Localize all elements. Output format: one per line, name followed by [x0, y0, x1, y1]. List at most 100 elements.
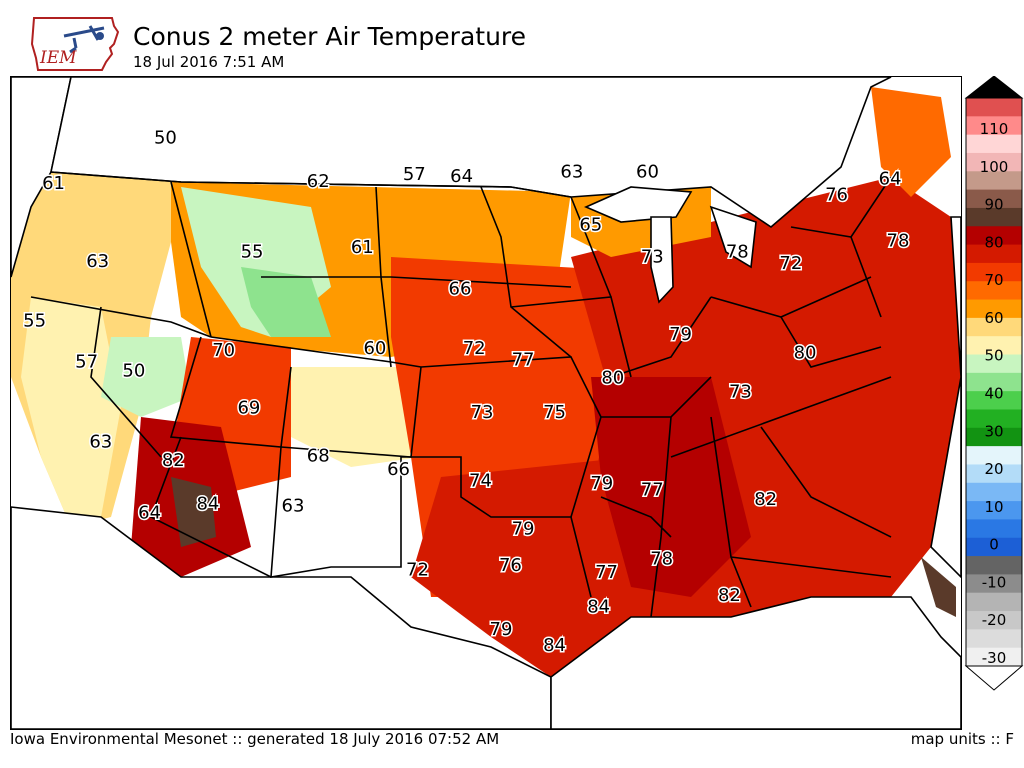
colorbar-segment	[966, 427, 1022, 447]
region-south-central	[411, 457, 661, 677]
temperature-label: 80	[794, 342, 817, 363]
lake-huron	[709, 205, 757, 269]
temperature-label: 57	[403, 164, 426, 185]
temperature-label: 72	[779, 253, 802, 274]
weather-vane-icon	[63, 25, 105, 54]
temperature-label-halo: 82	[162, 450, 185, 471]
colorbar-tick-label: 20	[984, 460, 1003, 478]
temperature-label: 60	[363, 338, 386, 359]
temperature-label: 84	[587, 596, 610, 617]
temperature-label-halo: 60	[636, 162, 659, 183]
colorbar-segment	[966, 446, 1022, 465]
temperature-label: 82	[162, 450, 185, 471]
temperature-label: 73	[641, 246, 664, 267]
temperature-label-halo: 76	[499, 555, 522, 576]
region-nevada-basin	[101, 337, 191, 417]
temperature-label: 55	[241, 242, 264, 263]
lake-superior	[584, 186, 693, 223]
region-florida-hot	[921, 557, 956, 617]
colorbar-segment	[966, 482, 1022, 502]
temperature-label: 84	[543, 635, 566, 656]
temperature-label: 76	[825, 185, 848, 206]
temperature-label-halo: 63	[86, 251, 109, 272]
temperature-field	[11, 87, 961, 677]
temperature-label-halo: 80	[601, 368, 624, 389]
temperature-label-halo: 73	[641, 246, 664, 267]
temperature-label-halo: 77	[641, 480, 664, 501]
temperature-label-halo: 72	[463, 338, 486, 359]
temperature-label: 64	[138, 503, 161, 524]
temperature-map[interactable]: 61 61 50 50 55 55 63 63 57 57 50 50 63 63 82 82 64 64 84 84…	[10, 76, 962, 730]
temperature-label-halo: 84	[196, 493, 219, 514]
colorbar-segment	[966, 171, 1022, 191]
lake-michigan	[650, 216, 674, 304]
atlantic-ocean	[930, 216, 961, 579]
colorbar-segment	[966, 354, 1022, 374]
iem-logo[interactable]: IEM	[30, 14, 120, 74]
temperature-label-halo: 69	[237, 397, 260, 418]
colorbar-segment	[966, 464, 1022, 484]
temperature-label-halo: 77	[595, 562, 618, 583]
region-rockies-valley	[241, 267, 331, 337]
region-desert-core	[171, 477, 216, 547]
colorbar-segment	[966, 317, 1022, 337]
temperature-label-halo: 80	[794, 342, 817, 363]
temperature-label: 72	[463, 338, 486, 359]
temperature-label-halo: 78	[887, 230, 910, 251]
colorbar-segment	[966, 116, 1022, 136]
temperature-label: 78	[726, 242, 749, 263]
temperature-label-halo: 50	[122, 361, 145, 382]
temperature-label: 75	[543, 402, 566, 423]
temperature-label: 79	[512, 519, 535, 540]
temperature-label-halo: 55	[23, 310, 46, 331]
colorbar-segment	[966, 98, 1022, 117]
temperature-label-halo: 76	[825, 185, 848, 206]
temperature-label: 66	[449, 278, 472, 299]
water-mask	[11, 77, 961, 729]
temperature-label: 63	[86, 251, 109, 272]
temperature-label: 50	[154, 127, 177, 148]
temperature-label-halo: 73	[471, 402, 494, 423]
colorbar-tick-label: 80	[984, 233, 1003, 251]
temperature-label-halo: 63	[282, 496, 305, 517]
temperature-label: 73	[729, 381, 752, 402]
temperature-label-halo: 63	[560, 162, 583, 183]
colorbar-segment	[966, 281, 1022, 301]
colorbar-legend: 110 100 90 80 70 60 50 40 30 20 10 0 -10 -20 -30	[962, 75, 1024, 696]
colorbar-tick-label: 30	[984, 422, 1003, 440]
state-boundaries	[30, 171, 892, 618]
temperature-label-halo: 68	[307, 445, 330, 466]
temperature-label-halo: 74	[469, 471, 492, 492]
region-southeast-hot	[591, 377, 751, 597]
temperature-label-halo: 78	[726, 242, 749, 263]
region-plains-cool	[291, 367, 421, 467]
temperature-label-halo: 66	[387, 459, 410, 480]
temperature-label-halo: 62	[307, 171, 330, 192]
temperature-label: 84	[196, 493, 219, 514]
temperature-label: 78	[887, 230, 910, 251]
colorbar-segment	[966, 556, 1022, 575]
temperature-label: 65	[579, 214, 602, 235]
temperature-label-halo: 75	[543, 402, 566, 423]
colorbar-segment	[966, 409, 1022, 429]
temperature-label: 76	[499, 555, 522, 576]
colorbar-segment	[966, 134, 1022, 154]
colorbar-max-arrow	[964, 75, 1024, 99]
temperature-label-halo: 55	[241, 242, 264, 263]
colorbar-tick-label: 90	[984, 196, 1003, 214]
colorbar-segment	[966, 537, 1022, 557]
map-timestamp: 18 Jul 2016 7:51 AM	[133, 53, 285, 71]
temperature-label-halo: 64	[450, 166, 473, 187]
temperature-label-halo: 72	[406, 560, 429, 581]
temperature-label-halo: 61	[351, 237, 374, 258]
colorbar-segment	[966, 647, 1022, 667]
temperature-label: 72	[406, 560, 429, 581]
colorbar-segment	[966, 299, 1022, 319]
colorbar-segment	[966, 189, 1022, 209]
temperature-label: 50	[122, 361, 145, 382]
colorbar-segment	[966, 372, 1022, 392]
temperature-label: 64	[450, 166, 473, 187]
logo-text: IEM	[39, 48, 77, 68]
colorbar-segment	[966, 262, 1022, 282]
